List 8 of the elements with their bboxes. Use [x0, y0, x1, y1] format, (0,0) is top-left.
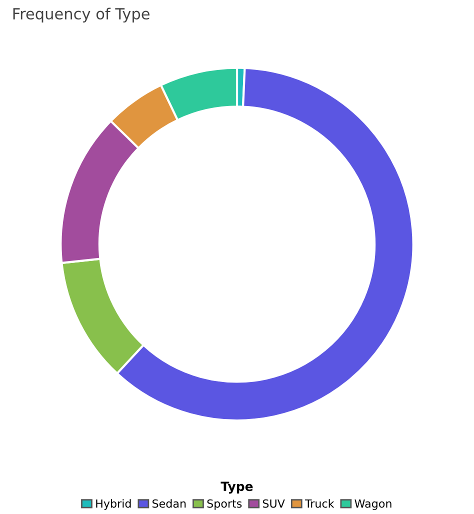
legend-label: Sedan	[152, 499, 186, 508]
legend-label: Hybrid	[96, 499, 131, 510]
legend-label: SUV	[262, 499, 285, 508]
legend-label: Wagon	[354, 499, 392, 510]
legend-label: Truck	[304, 499, 334, 508]
legend-label: Sports	[207, 499, 242, 510]
legend-title: Type	[220, 482, 253, 494]
chart-title: Frequency of Type	[13, 8, 150, 22]
